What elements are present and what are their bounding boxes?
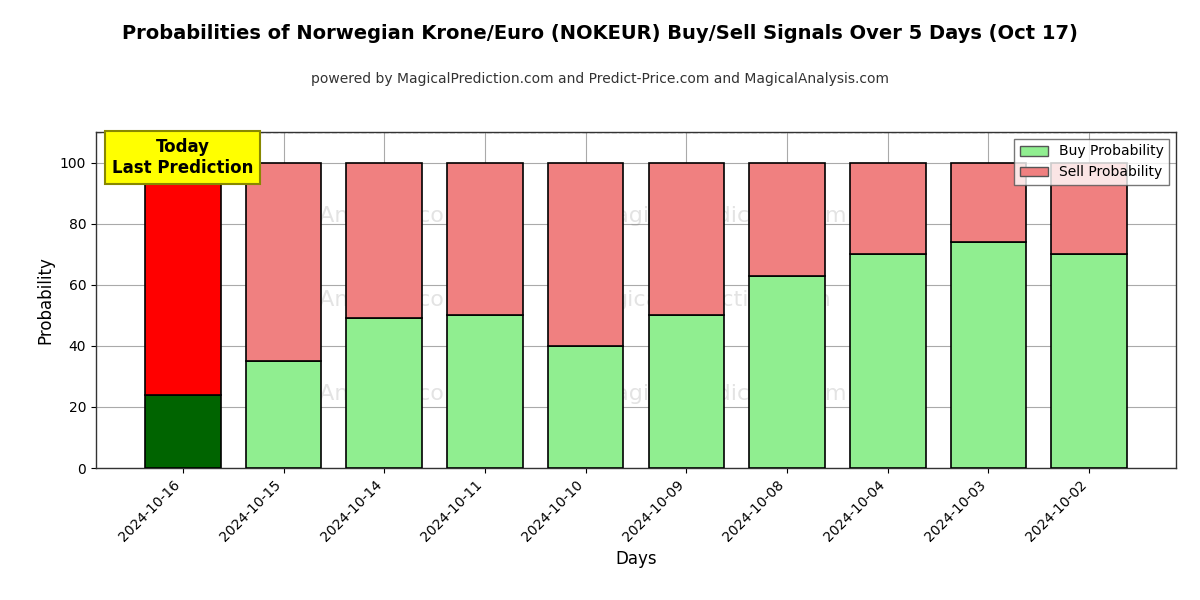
Bar [145, 163, 221, 395]
Bar [648, 163, 724, 315]
Text: gicalPrediction.com: gicalPrediction.com [613, 290, 832, 310]
Bar [850, 163, 925, 254]
Text: powered by MagicalPrediction.com and Predict-Price.com and MagicalAnalysis.com: powered by MagicalPrediction.com and Pre… [311, 72, 889, 86]
Bar [1051, 163, 1127, 254]
Bar [749, 275, 824, 468]
Bar [548, 346, 624, 468]
Bar [347, 163, 422, 319]
Bar [246, 361, 322, 468]
Bar [548, 163, 624, 346]
Bar [448, 315, 523, 468]
Bar [448, 163, 523, 315]
Bar [246, 163, 322, 361]
Text: calAnalysis.co: calAnalysis.co [288, 290, 444, 310]
Text: MagicalPrediction.com: MagicalPrediction.com [598, 384, 847, 404]
Text: calAnalysis.co: calAnalysis.co [288, 206, 444, 226]
X-axis label: Days: Days [616, 550, 656, 568]
Bar [1051, 254, 1127, 468]
Legend: Buy Probability, Sell Probability: Buy Probability, Sell Probability [1014, 139, 1169, 185]
Text: calAnalysis.co: calAnalysis.co [288, 384, 444, 404]
Text: Probabilities of Norwegian Krone/Euro (NOKEUR) Buy/Sell Signals Over 5 Days (Oct: Probabilities of Norwegian Krone/Euro (N… [122, 24, 1078, 43]
Y-axis label: Probability: Probability [36, 256, 54, 344]
Bar [950, 163, 1026, 242]
Bar [850, 254, 925, 468]
Bar [950, 242, 1026, 468]
Bar [347, 319, 422, 468]
Bar [145, 395, 221, 468]
Text: Today
Last Prediction: Today Last Prediction [112, 138, 253, 177]
Text: MagicalPrediction.com: MagicalPrediction.com [598, 206, 847, 226]
Bar [648, 315, 724, 468]
Bar [749, 163, 824, 275]
